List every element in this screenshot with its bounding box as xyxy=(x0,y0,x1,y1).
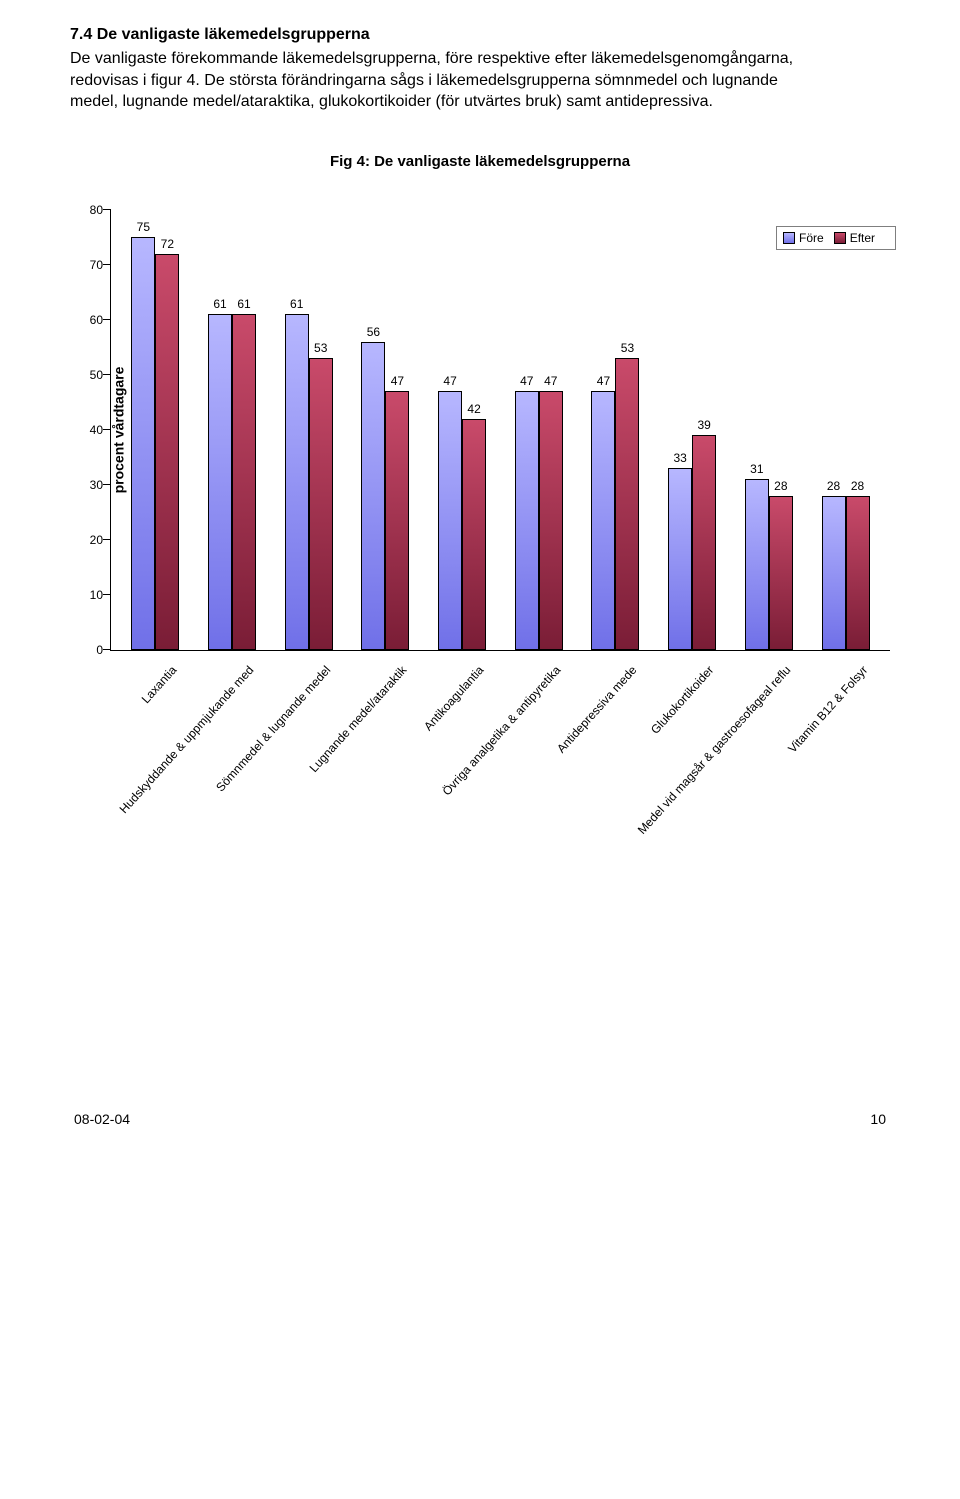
y-tick-label: 50 xyxy=(77,368,103,382)
bar-value-label: 56 xyxy=(367,325,380,339)
bar-group: 5647 xyxy=(361,342,409,650)
bar-value-label: 42 xyxy=(467,402,480,416)
bar-before: 31 xyxy=(745,479,769,650)
y-tick xyxy=(103,649,111,650)
bar-after: 47 xyxy=(385,391,409,650)
bar-before: 47 xyxy=(591,391,615,650)
x-axis-category-label: Glukokortikoider xyxy=(648,663,716,737)
bar-group: 2828 xyxy=(822,496,870,650)
bar-before: 61 xyxy=(285,314,309,650)
y-tick xyxy=(103,209,111,210)
footer-date: 08-02-04 xyxy=(74,1111,130,1127)
bar-value-label: 47 xyxy=(443,374,456,388)
bar-value-label: 33 xyxy=(673,451,686,465)
bar-after: 61 xyxy=(232,314,256,650)
page-footer: 08-02-04 10 xyxy=(70,1111,890,1127)
footer-page: 10 xyxy=(870,1111,886,1127)
plot-area: procent vårdtagare Före Efter 7572616161… xyxy=(110,210,890,651)
chart-title: Fig 4: De vanligaste läkemedelsgrupperna xyxy=(70,153,890,170)
y-tick xyxy=(103,594,111,595)
bar-value-label: 72 xyxy=(161,237,174,251)
bar-value-label: 53 xyxy=(314,341,327,355)
section-heading: 7.4 De vanligaste läkemedelsgrupperna xyxy=(70,26,890,44)
bar-group: 3339 xyxy=(668,435,716,650)
y-tick-label: 20 xyxy=(77,533,103,547)
bar-before: 47 xyxy=(438,391,462,650)
bar-value-label: 47 xyxy=(597,374,610,388)
bar-group: 3128 xyxy=(745,479,793,650)
bar-value-label: 39 xyxy=(697,418,710,432)
bar-before: 61 xyxy=(208,314,232,650)
bar-value-label: 31 xyxy=(750,462,763,476)
bar-value-label: 61 xyxy=(290,297,303,311)
bar-after: 72 xyxy=(155,254,179,650)
bar-value-label: 47 xyxy=(391,374,404,388)
bar-after: 47 xyxy=(539,391,563,650)
x-axis-category-label: Antikoagulantia xyxy=(421,663,486,733)
bar-value-label: 75 xyxy=(137,220,150,234)
bar-group: 6153 xyxy=(285,314,333,650)
document-page: 7.4 De vanligaste läkemedelsgrupperna De… xyxy=(0,0,960,1157)
bar-after: 53 xyxy=(309,358,333,650)
bar-before: 47 xyxy=(515,391,539,650)
bar-group: 4753 xyxy=(591,358,639,650)
bar-after: 28 xyxy=(769,496,793,650)
y-tick xyxy=(103,429,111,430)
y-tick-label: 30 xyxy=(77,478,103,492)
x-axis-category-label: Hudskyddande & uppmjukande med xyxy=(117,663,257,816)
bar-after: 42 xyxy=(462,419,486,650)
bar-after: 28 xyxy=(846,496,870,650)
bar-group: 4747 xyxy=(515,391,563,650)
bar-groups: 7572616161535647474247474753333931282828 xyxy=(111,210,890,650)
x-axis-category-label: Vitamin B12 & Folsyr xyxy=(785,663,870,755)
bar-value-label: 28 xyxy=(774,479,787,493)
x-axis-category-label: Laxantia xyxy=(139,663,180,706)
bar-group: 4742 xyxy=(438,391,486,650)
bar-group: 7572 xyxy=(131,237,179,650)
y-tick-label: 80 xyxy=(77,203,103,217)
y-tick xyxy=(103,539,111,540)
y-tick xyxy=(103,319,111,320)
bar-after: 53 xyxy=(615,358,639,650)
bar-before: 75 xyxy=(131,237,155,650)
y-tick-label: 10 xyxy=(77,588,103,602)
y-tick xyxy=(103,484,111,485)
bar-value-label: 53 xyxy=(621,341,634,355)
bar-before: 33 xyxy=(668,468,692,650)
bar-value-label: 61 xyxy=(213,297,226,311)
bar-value-label: 28 xyxy=(851,479,864,493)
y-tick-label: 0 xyxy=(77,643,103,657)
bar-value-label: 47 xyxy=(520,374,533,388)
chart-container: procent vårdtagare Före Efter 7572616161… xyxy=(70,210,890,971)
y-tick xyxy=(103,264,111,265)
y-tick-label: 60 xyxy=(77,313,103,327)
x-axis-labels: LaxantiaHudskyddande & uppmjukande medSö… xyxy=(110,651,890,971)
bar-value-label: 61 xyxy=(237,297,250,311)
bar-group: 6161 xyxy=(208,314,256,650)
bar-after: 39 xyxy=(692,435,716,650)
x-axis-category-label: Medel vid magsår & gastroesofageal reflu xyxy=(635,663,794,837)
bar-before: 56 xyxy=(361,342,385,650)
y-tick-label: 40 xyxy=(77,423,103,437)
y-tick-label: 70 xyxy=(77,258,103,272)
bar-before: 28 xyxy=(822,496,846,650)
y-tick xyxy=(103,374,111,375)
x-axis-category-label: Antidepressiva mede xyxy=(554,663,639,756)
bar-value-label: 28 xyxy=(827,479,840,493)
section-paragraph: De vanligaste förekommande läkemedelsgru… xyxy=(70,48,810,113)
bar-value-label: 47 xyxy=(544,374,557,388)
